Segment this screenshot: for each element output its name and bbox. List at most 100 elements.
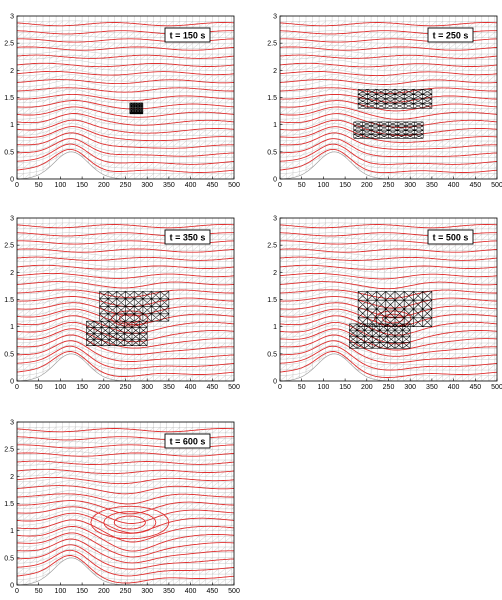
time-label: t = 500 s: [427, 229, 474, 245]
x-tick-label: 150: [76, 588, 88, 595]
x-tick-label: 250: [383, 384, 395, 391]
time-label: t = 150 s: [164, 27, 211, 43]
x-tick-label: 300: [141, 588, 153, 595]
y-tick-label: 0.5: [4, 351, 14, 358]
panel-5: 0 50 100 150 200 250 300 350 400 450 500 0 0.5 1 1.5 2 2…: [4, 420, 240, 596]
mesh: [280, 16, 497, 179]
x-tick-label: 500: [228, 384, 240, 391]
plot-area: [280, 218, 497, 381]
refined-mesh: [349, 291, 433, 349]
x-tick-label: 150: [339, 182, 351, 189]
x-tick-label: 0: [278, 182, 282, 189]
y-tick-label: 2.5: [4, 447, 14, 454]
time-label-text: t = 350 s: [170, 233, 206, 243]
x-tick-label: 50: [35, 588, 43, 595]
x-tick-label: 250: [383, 182, 395, 189]
x-tick-label: 350: [426, 182, 438, 189]
x-tick-label: 200: [98, 588, 110, 595]
x-tick-label: 150: [339, 384, 351, 391]
time-label-text: t = 600 s: [170, 437, 206, 447]
x-tick-label: 400: [185, 588, 197, 595]
x-tick-label: 150: [76, 384, 88, 391]
x-tick-label: 50: [35, 384, 43, 391]
x-tick-label: 100: [55, 182, 67, 189]
y-tick-label: 1: [273, 324, 277, 331]
x-tick-label: 300: [141, 384, 153, 391]
panel-3: 0 50 100 150 200 250 300 350 400 450 500 0 0.5 1 1.5 2 2…: [4, 216, 240, 392]
x-tick-label: 350: [163, 384, 175, 391]
y-tick-label: 0.5: [4, 555, 14, 562]
y-tick-label: 0: [10, 583, 14, 590]
y-tick-label: 1.5: [4, 501, 14, 508]
x-tick-label: 0: [15, 384, 19, 391]
x-tick-label: 250: [120, 588, 132, 595]
time-label: t = 250 s: [427, 27, 474, 43]
x-tick-label: 400: [185, 182, 197, 189]
y-tick-label: 1: [10, 122, 14, 129]
y-tick-label: 2: [10, 474, 14, 481]
y-tick-label: 2.5: [267, 243, 277, 250]
x-tick-label: 200: [98, 182, 110, 189]
y-tick-label: 3: [10, 14, 14, 21]
panel-1: 0 50 100 150 200 250 300 350 400 450 500 0 0.5 1 1.5 2 2…: [4, 14, 240, 190]
y-tick-label: 1.5: [4, 297, 14, 304]
contour-lines: [280, 224, 497, 378]
y-tick-label: 1.5: [267, 95, 277, 102]
y-tick-label: 3: [273, 14, 277, 21]
y-tick-label: 2: [10, 270, 14, 277]
y-tick-label: 0.5: [267, 149, 277, 156]
y-tick-label: 0: [273, 379, 277, 386]
y-tick-label: 0: [10, 379, 14, 386]
y-tick-label: 0.5: [267, 351, 277, 358]
refined-mesh: [353, 89, 433, 139]
mesh: [17, 16, 234, 179]
time-label: t = 600 s: [164, 433, 211, 449]
x-tick-label: 250: [120, 384, 132, 391]
mesh: [280, 218, 497, 381]
x-tick-label: 450: [469, 384, 481, 391]
x-tick-label: 500: [228, 182, 240, 189]
x-tick-label: 350: [426, 384, 438, 391]
x-tick-label: 100: [55, 384, 67, 391]
y-tick-label: 3: [10, 420, 14, 427]
x-tick-label: 400: [185, 384, 197, 391]
x-tick-label: 200: [361, 182, 373, 189]
time-label-text: t = 150 s: [170, 31, 206, 41]
time-label-text: t = 250 s: [433, 31, 469, 41]
x-tick-label: 50: [298, 182, 306, 189]
y-tick-label: 1: [273, 122, 277, 129]
y-tick-label: 3: [10, 216, 14, 223]
plot-area: [280, 16, 497, 179]
contour-lines: [17, 22, 234, 173]
y-tick-label: 2.5: [4, 41, 14, 48]
refined-mesh: [129, 102, 144, 115]
x-tick-label: 450: [206, 182, 218, 189]
x-tick-label: 100: [55, 588, 67, 595]
y-tick-label: 2.5: [267, 41, 277, 48]
y-tick-label: 0: [273, 177, 277, 184]
panel-2: 0 50 100 150 200 250 300 350 400 450 500 0 0.5 1 1.5 2 2…: [267, 14, 502, 190]
x-tick-label: 200: [98, 384, 110, 391]
x-tick-label: 350: [163, 182, 175, 189]
x-tick-label: 250: [120, 182, 132, 189]
x-tick-label: 500: [491, 384, 502, 391]
x-tick-label: 450: [206, 588, 218, 595]
x-tick-label: 450: [469, 182, 481, 189]
y-tick-label: 1: [10, 528, 14, 535]
x-tick-label: 300: [404, 182, 416, 189]
x-tick-label: 0: [15, 182, 19, 189]
panel-4: 0 50 100 150 200 250 300 350 400 450 500 0 0.5 1 1.5 2 2…: [267, 216, 502, 392]
x-tick-label: 200: [361, 384, 373, 391]
x-tick-label: 150: [76, 182, 88, 189]
x-tick-label: 100: [318, 384, 330, 391]
x-tick-label: 400: [448, 384, 460, 391]
refined-mesh: [86, 291, 170, 346]
y-tick-label: 1.5: [4, 95, 14, 102]
x-tick-label: 50: [35, 182, 43, 189]
y-tick-label: 2: [10, 68, 14, 75]
time-label: t = 350 s: [164, 229, 211, 245]
y-tick-label: 2: [273, 68, 277, 75]
x-tick-label: 350: [163, 588, 175, 595]
x-tick-label: 500: [491, 182, 502, 189]
